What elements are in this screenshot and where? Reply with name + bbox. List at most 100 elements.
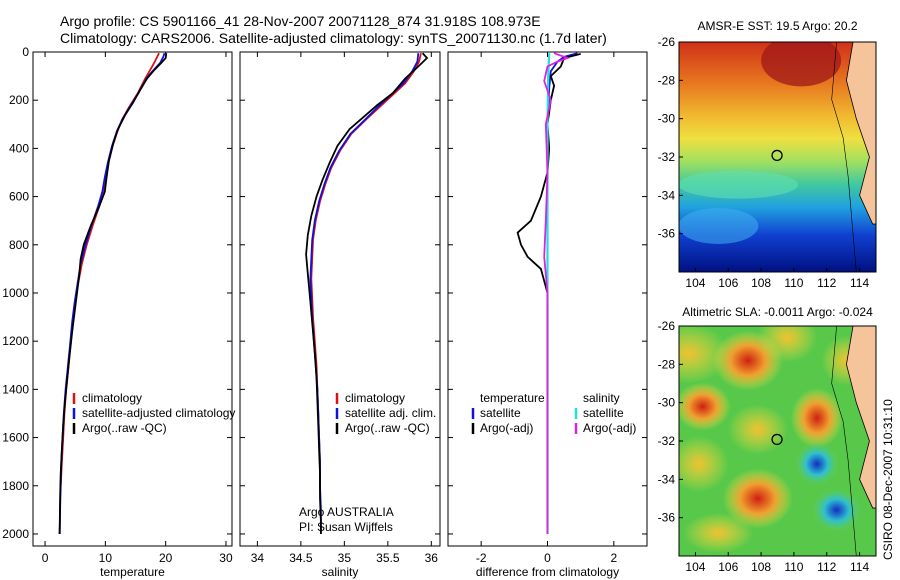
land-mass: [846, 326, 876, 509]
plot-frame: [239, 51, 441, 547]
map-panel-2: Altimetric SLA: -0.0011 Argo: -0.024 104 1…: [658, 305, 877, 574]
map-lon-label: 112: [817, 560, 836, 574]
y-tick-label: 600: [9, 190, 29, 204]
series-line-4: [543, 52, 571, 534]
map-lat-label: -32: [658, 434, 676, 448]
x-tick-label: -2: [476, 551, 487, 565]
legend-label: climatology: [82, 391, 142, 405]
y-tick-label: 1200: [2, 334, 29, 348]
legend-label: satellite adj. clim.: [345, 406, 436, 420]
warm-core: [761, 42, 842, 87]
map-lat-label: -28: [658, 73, 676, 87]
y-tick-label: 2000: [2, 527, 29, 541]
x-tick-label: 35: [338, 551, 352, 565]
x-tick-label: 34.5: [289, 551, 313, 565]
x-tick-label: 35.5: [376, 551, 400, 565]
map-lon-label: 108: [751, 276, 771, 290]
legend-label: Argo(..raw -QC): [345, 421, 430, 435]
series-line-3: [58, 53, 168, 535]
map-lat-label: -30: [658, 396, 676, 410]
map-lon-label: 104: [685, 560, 705, 574]
map-lon-label: 112: [817, 276, 836, 290]
profile-plots: 0 10 20 30020040060080010001200140016001800…: [2, 45, 648, 579]
legend-label: satellite-adjusted climatology: [82, 406, 235, 420]
map-panel-1: AMSR-E SST: 19.5 Argo: 20.2 104 106 108 110 1…: [658, 19, 877, 290]
x-axis-label: difference from climatology: [476, 565, 619, 579]
x-tick-label: 2: [610, 551, 617, 565]
map-lat-label: -34: [658, 188, 676, 202]
x-axis-label: salinity: [322, 565, 359, 579]
profile-panel-1: 0 10 20 30 0 200 400 600 800 1000 1200 1400 1600 1800…: [2, 45, 235, 579]
x-tick-label: 0: [544, 551, 551, 565]
sla-eddy: [679, 436, 729, 492]
sla-eddy: [727, 404, 788, 455]
map-lat-label: -32: [658, 150, 676, 164]
y-tick-label: 400: [9, 141, 29, 155]
legend-label: Argo(-adj): [480, 421, 533, 435]
map-lon-label: 114: [850, 560, 869, 574]
y-tick-label: 1800: [2, 479, 29, 493]
sla-eddy: [679, 382, 731, 431]
header-line-1: Argo profile: CS 5901166_41 28-Nov-2007 …: [60, 13, 541, 29]
map-lon-label: 114: [850, 276, 869, 290]
map-lon-label: 106: [718, 560, 738, 574]
map-lat-label: -36: [658, 511, 676, 525]
map-lat-label: -28: [658, 357, 676, 371]
shelf-contour: [831, 42, 857, 272]
x-tick-label: 34: [251, 551, 265, 565]
y-tick-label: 1000: [2, 286, 29, 300]
map-lat-label: -26: [658, 319, 676, 333]
annotation-text: PI: Susan Wijffels: [299, 520, 393, 534]
legend-label: satellite: [583, 406, 624, 420]
header-line-2: Climatology: CARS2006. Satellite-adjuste…: [60, 30, 607, 46]
sla-eddy: [722, 468, 793, 529]
float-position-marker: [771, 149, 783, 162]
timestamp-stamp: CSIRO 08-Dec-2007 10:31:10: [881, 399, 895, 560]
y-tick-label: 200: [9, 93, 29, 107]
plot-frame: [32, 51, 233, 547]
shelf-contour: [831, 326, 857, 556]
map-lon-label: 110: [784, 560, 803, 574]
map-lon-label: 110: [784, 276, 803, 290]
map-field: [679, 326, 876, 556]
y-tick-label: 1400: [2, 382, 29, 396]
map-lat-label: -26: [658, 35, 676, 49]
front-band: [679, 170, 799, 199]
legend-label: satellite: [480, 406, 521, 420]
x-tick-label: 30: [219, 551, 233, 565]
x-tick-label: 0: [42, 551, 49, 565]
x-tick-label: 36: [425, 551, 439, 565]
sla-eddy: [811, 488, 862, 532]
sla-eddy: [683, 513, 754, 553]
y-tick-label: 0: [22, 45, 29, 59]
series-line-3: [305, 52, 429, 534]
y-tick-label: 1600: [2, 431, 29, 445]
map-panels: AMSR-E SST: 19.5 Argo: 20.2 104 106 108 110 1…: [658, 19, 877, 574]
sla-eddy: [794, 442, 839, 486]
legend-label: salinity: [583, 391, 620, 405]
sla-eddy: [757, 326, 818, 363]
x-tick-label: 20: [159, 551, 173, 565]
map-lat-label: -34: [658, 472, 676, 486]
map-lat-label: -30: [658, 112, 676, 126]
y-tick-label: 800: [9, 238, 29, 252]
legend-label: Argo(..raw -QC): [82, 421, 167, 435]
profile-panel-2: 34 34.5 35 35.5 36 salinity climatologysatelli…: [239, 51, 441, 579]
sla-eddy: [790, 388, 843, 448]
x-axis-label: temperature: [100, 565, 165, 579]
map-title: Altimetric SLA: -0.0011 Argo: -0.024: [682, 305, 873, 319]
map-lon-label: 108: [751, 560, 771, 574]
map-lon-label: 106: [718, 276, 738, 290]
annotation-text: Argo AUSTRALIA: [299, 505, 394, 519]
x-tick-label: 10: [99, 551, 113, 565]
land-mass: [846, 42, 876, 225]
float-position-marker: [771, 433, 783, 446]
legend-label: Argo(-adj): [583, 421, 636, 435]
legend-label: temperature: [480, 391, 545, 405]
map-field: [679, 42, 876, 272]
map-title: AMSR-E SST: 19.5 Argo: 20.2: [697, 19, 857, 33]
map-lon-label: 104: [685, 276, 705, 290]
